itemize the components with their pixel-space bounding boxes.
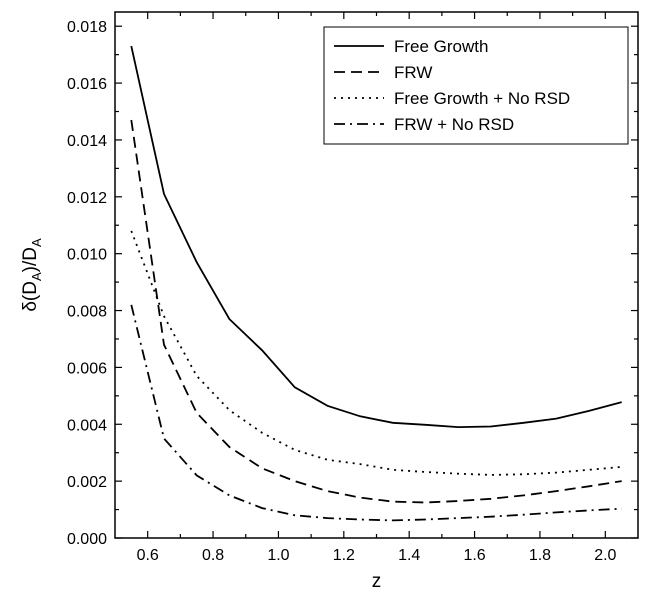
legend-label: FRW + No RSD bbox=[394, 115, 514, 134]
legend: Free Growth FRW Free Growth + No RSD FRW + … bbox=[323, 26, 629, 145]
x-tick-label: 1.4 bbox=[398, 547, 420, 564]
x-tick-label: 0.6 bbox=[137, 547, 159, 564]
legend-label: Free Growth bbox=[394, 37, 488, 56]
legend-label: FRW bbox=[394, 63, 432, 82]
x-tick-label: 2.0 bbox=[594, 547, 616, 564]
y-axis-title: δ(DA)/DA bbox=[20, 238, 44, 312]
series-line bbox=[130, 45, 622, 429]
x-axis-title: z bbox=[372, 571, 382, 592]
series-line bbox=[130, 119, 622, 504]
axis-ticks bbox=[115, 12, 638, 539]
y-tick-label: 0.006 bbox=[67, 360, 107, 377]
axis-tick-labels: 0.6 0.8 1.0 1.2 1.4 1.6 1.8 2.0 0.000 0.002 0.004 0… bbox=[67, 19, 617, 564]
x-tick-label: 1.6 bbox=[463, 547, 485, 564]
y-tick-label: 0.000 bbox=[67, 531, 107, 548]
y-tick-label: 0.002 bbox=[67, 474, 107, 491]
y-tick-label: 0.014 bbox=[67, 133, 107, 150]
x-tick-label: 0.8 bbox=[202, 547, 224, 564]
y-tick-label: 0.018 bbox=[67, 19, 107, 36]
y-tick-label: 0.016 bbox=[67, 76, 107, 93]
y-tick-label: 0.010 bbox=[67, 247, 107, 264]
x-tick-label: 1.0 bbox=[267, 547, 289, 564]
series-line bbox=[130, 230, 622, 476]
x-tick-label: 1.2 bbox=[333, 547, 355, 564]
series-lines bbox=[130, 45, 622, 522]
y-tick-label: 0.004 bbox=[67, 417, 107, 434]
y-tick-label: 0.008 bbox=[67, 304, 107, 321]
legend-label: Free Growth + No RSD bbox=[394, 89, 570, 108]
y-tick-label: 0.012 bbox=[67, 190, 107, 207]
series-line bbox=[130, 304, 622, 522]
x-tick-label: 1.8 bbox=[529, 547, 551, 564]
